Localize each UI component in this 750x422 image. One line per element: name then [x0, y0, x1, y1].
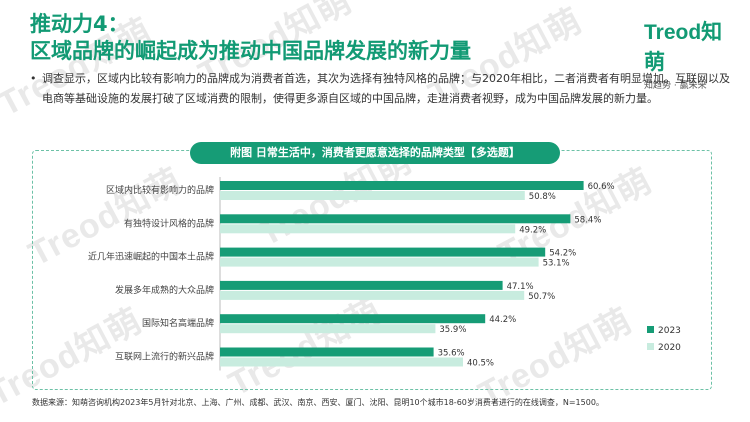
bar-2023 — [220, 214, 571, 224]
legend-label-2020: 2020 — [658, 343, 681, 353]
bar-2023 — [220, 280, 503, 290]
brand-logo: Treod知萌 知趋势 · 赢未来 — [644, 16, 734, 91]
bullet-marker: • — [30, 72, 37, 85]
data-label-2023: 60.6% — [588, 182, 615, 192]
legend-swatch-2023 — [647, 326, 654, 333]
logo-mark: Treod知萌 — [644, 21, 723, 74]
data-label-2020: 49.2% — [519, 225, 546, 235]
bar-2020 — [220, 290, 525, 300]
data-label-2020: 40.5% — [467, 359, 494, 369]
data-label-2020: 35.9% — [439, 325, 466, 335]
bar-2023 — [220, 347, 434, 357]
data-label-2023: 58.4% — [574, 215, 601, 225]
bar-2023 — [220, 314, 486, 324]
bar-2020 — [220, 357, 463, 367]
page-title-line2: 区域品牌的崛起成为推动中国品牌发展的新力量 — [30, 39, 471, 63]
category-label: 近几年迅速崛起的中国本土品牌 — [88, 251, 214, 263]
bar-2020 — [220, 257, 539, 267]
bar-2020 — [220, 191, 525, 200]
summary-text: 调查显示，区域内比较有影响力的品牌成为消费者首选，其次为选择有独特风格的品牌；与… — [42, 72, 730, 105]
legend-swatch-2020 — [647, 343, 654, 350]
data-label-2023: 47.1% — [507, 282, 534, 292]
data-label-2020: 50.7% — [528, 292, 555, 302]
bar-2020 — [220, 324, 436, 334]
category-label: 有独特设计风格的品牌 — [124, 217, 214, 229]
page-title-line1: 推动力4： — [30, 12, 129, 36]
logo-tagline: 知趋势 · 赢未来 — [644, 81, 707, 91]
category-label: 互联网上流行的新兴品牌 — [115, 351, 214, 363]
bar-2020 — [220, 224, 516, 234]
summary-paragraph: • 调查显示，区域内比较有影响力的品牌成为消费者首选，其次为选择有独特风格的品牌… — [30, 69, 730, 109]
data-label-2020: 50.8% — [529, 192, 556, 202]
data-label-2023: 44.2% — [489, 315, 516, 325]
chart-title: 附图 日常生活中，消费者更愿意选择的品牌类型【多选题】 — [190, 142, 560, 164]
legend-label-2023: 2023 — [658, 326, 681, 336]
data-label-2023: 54.2% — [549, 249, 576, 259]
category-label: 国际知名高端品牌 — [142, 317, 214, 329]
category-label: 区域内比较有影响力的品牌 — [106, 184, 214, 196]
data-source-note: 数据来源：知萌咨询机构2023年5月针对北京、上海、广州、成都、武汉、南京、西安… — [32, 398, 604, 407]
data-label-2020: 53.1% — [543, 259, 570, 269]
data-label-2023: 35.6% — [438, 349, 465, 359]
bar-2023 — [220, 181, 584, 190]
category-label: 发展多年成熟的大众品牌 — [115, 284, 214, 296]
bar-2023 — [220, 247, 546, 257]
